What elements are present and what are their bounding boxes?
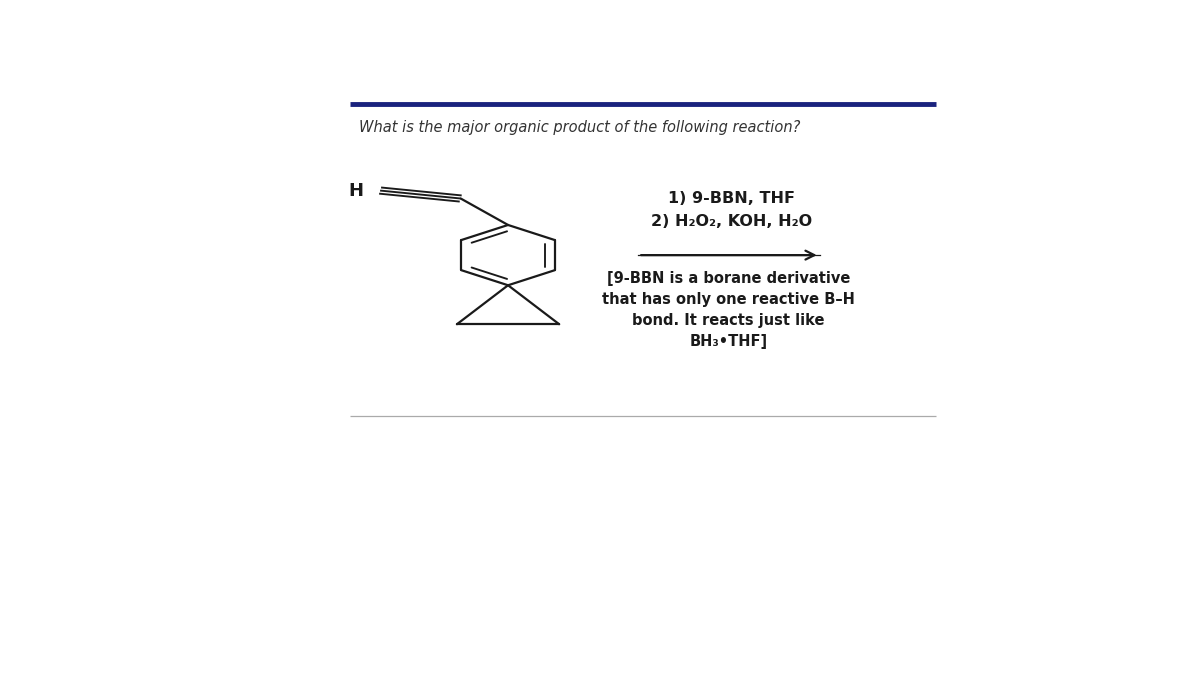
Text: 2) H₂O₂, KOH, H₂O: 2) H₂O₂, KOH, H₂O (650, 214, 812, 229)
Text: What is the major organic product of the following reaction?: What is the major organic product of the… (359, 120, 800, 135)
Text: H: H (348, 182, 364, 200)
Text: 1) 9-BBN, THF: 1) 9-BBN, THF (667, 191, 794, 206)
Text: [9-BBN is a borane derivative
that has only one reactive B–H
bond. It reacts jus: [9-BBN is a borane derivative that has o… (602, 271, 854, 349)
